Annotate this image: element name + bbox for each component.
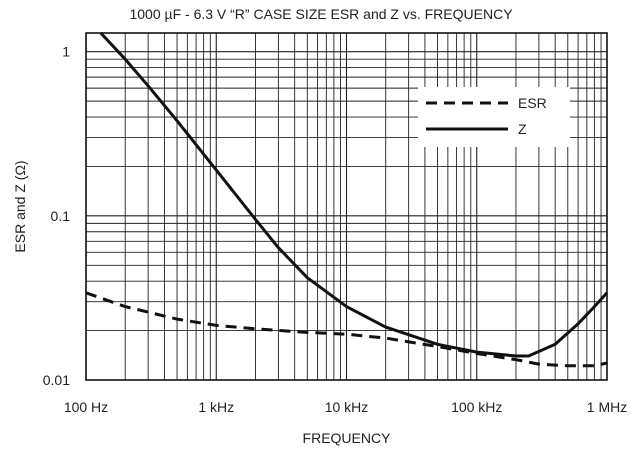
x-tick-label: 10 kHz (325, 399, 369, 415)
series-line-z (99, 31, 609, 358)
x-tick-label: 100 Hz (64, 399, 108, 415)
legend-label-z: Z (518, 121, 527, 137)
y-tick-label: 0.01 (43, 372, 70, 388)
y-axis-label: ESR and Z (Ω) (12, 160, 28, 252)
x-tick-label: 1 MHz (587, 399, 627, 415)
series-line-esr (85, 291, 608, 368)
x-axis-label: FREQUENCY (303, 430, 392, 446)
legend-label-esr: ESR (518, 95, 547, 111)
y-tick-label: 1 (62, 44, 70, 60)
x-tick-label: 100 kHz (451, 399, 502, 415)
x-tick-label: 1 kHz (198, 399, 234, 415)
plot-frame (85, 32, 608, 381)
chart-title: 1000 µF - 6.3 V “R” CASE SIZE ESR and Z … (129, 6, 513, 22)
y-tick-label: 0.1 (51, 208, 71, 224)
legend-box (418, 87, 570, 147)
